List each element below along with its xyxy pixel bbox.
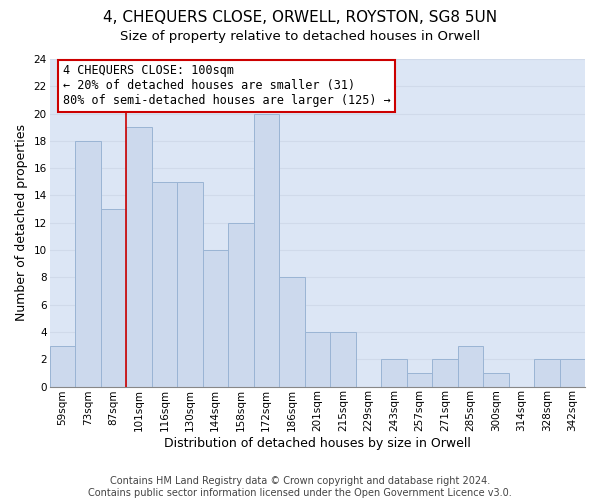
Bar bbox=[458, 346, 483, 387]
Bar bbox=[228, 223, 254, 386]
Bar bbox=[483, 373, 509, 386]
X-axis label: Distribution of detached houses by size in Orwell: Distribution of detached houses by size … bbox=[164, 437, 471, 450]
Bar bbox=[203, 250, 228, 386]
Text: 4, CHEQUERS CLOSE, ORWELL, ROYSTON, SG8 5UN: 4, CHEQUERS CLOSE, ORWELL, ROYSTON, SG8 … bbox=[103, 10, 497, 25]
Text: Size of property relative to detached houses in Orwell: Size of property relative to detached ho… bbox=[120, 30, 480, 43]
Bar bbox=[177, 182, 203, 386]
Bar bbox=[279, 278, 305, 386]
Bar bbox=[330, 332, 356, 386]
Text: Contains HM Land Registry data © Crown copyright and database right 2024.
Contai: Contains HM Land Registry data © Crown c… bbox=[88, 476, 512, 498]
Bar bbox=[432, 359, 458, 386]
Bar bbox=[254, 114, 279, 386]
Bar bbox=[534, 359, 560, 386]
Bar bbox=[407, 373, 432, 386]
Y-axis label: Number of detached properties: Number of detached properties bbox=[15, 124, 28, 322]
Bar bbox=[75, 141, 101, 386]
Bar bbox=[381, 359, 407, 386]
Bar bbox=[126, 127, 152, 386]
Text: 4 CHEQUERS CLOSE: 100sqm
← 20% of detached houses are smaller (31)
80% of semi-d: 4 CHEQUERS CLOSE: 100sqm ← 20% of detach… bbox=[63, 64, 391, 108]
Bar bbox=[560, 359, 585, 386]
Bar bbox=[50, 346, 75, 387]
Bar bbox=[101, 209, 126, 386]
Bar bbox=[152, 182, 177, 386]
Bar bbox=[305, 332, 330, 386]
